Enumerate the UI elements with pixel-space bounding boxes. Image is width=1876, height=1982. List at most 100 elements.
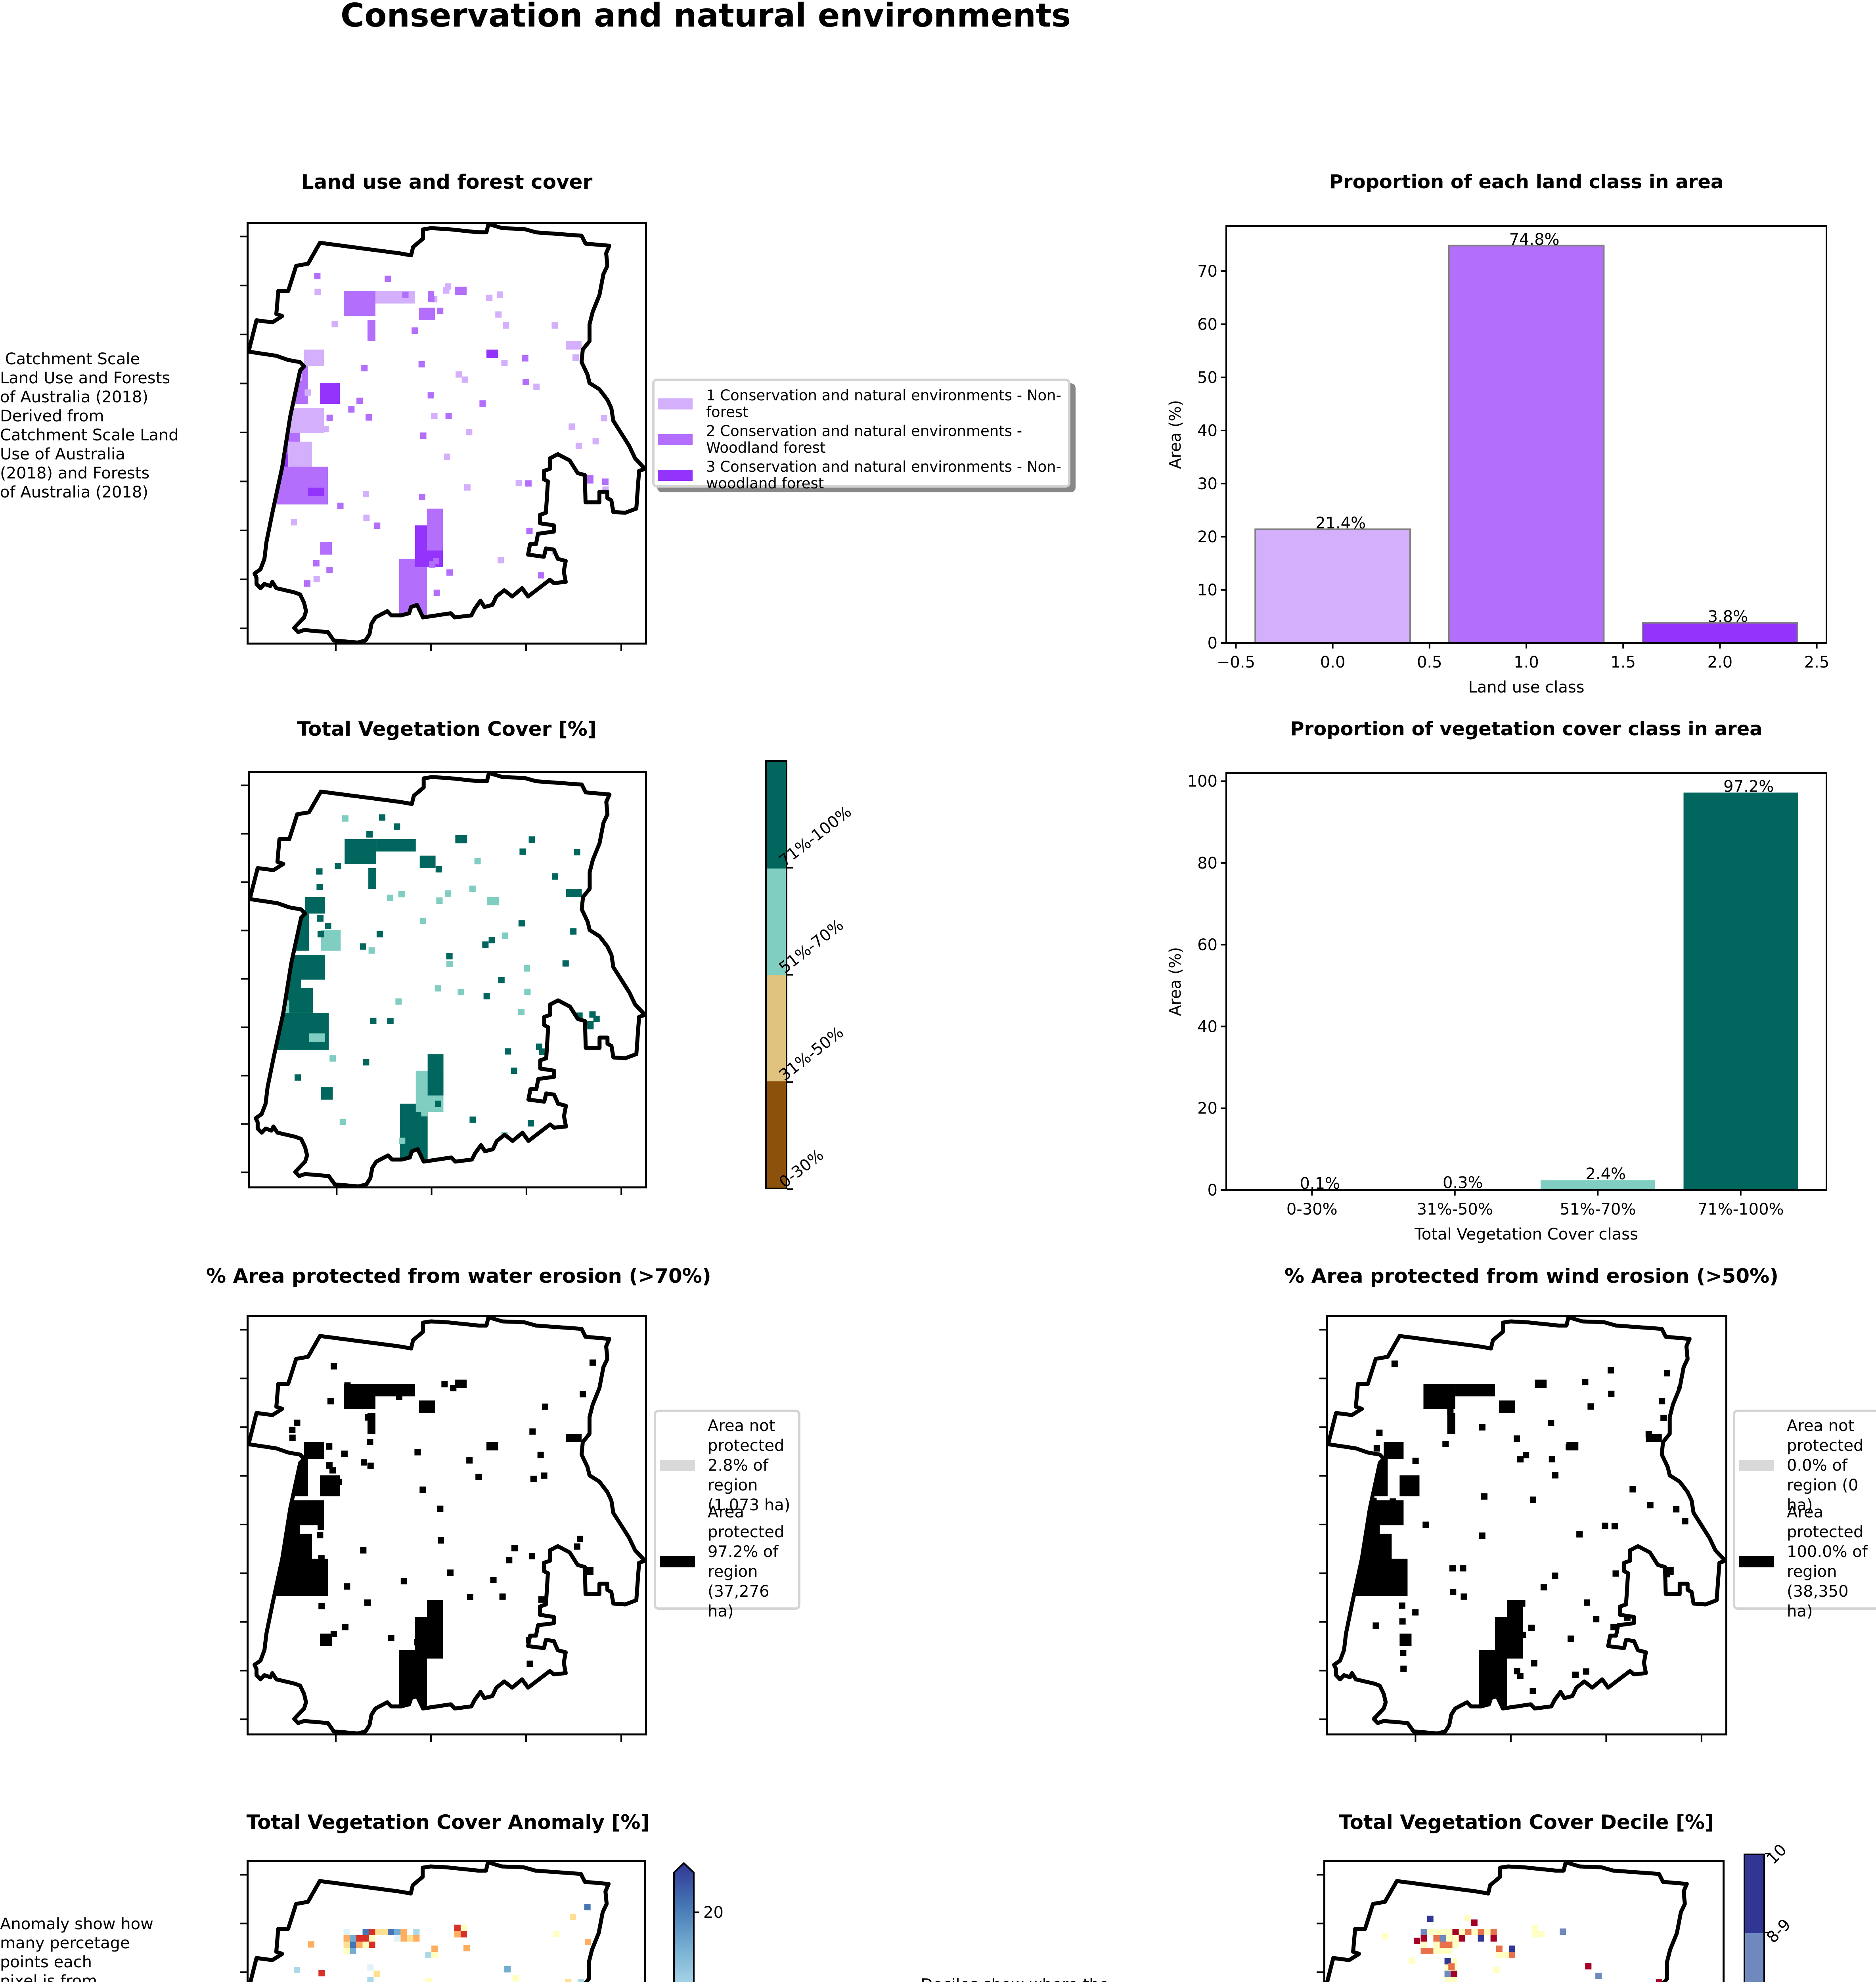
map-pixel xyxy=(291,519,297,526)
map-pixel xyxy=(316,884,323,890)
anomaly-side-text: Anomaly show how many percetage points e… xyxy=(0,1915,153,1982)
legend-swatch xyxy=(660,1460,695,1471)
map-patch xyxy=(1658,1646,1674,1655)
map-pixel xyxy=(290,1019,297,1026)
map-pixel xyxy=(363,515,370,521)
map-pixel xyxy=(1478,1935,1484,1942)
map-patch xyxy=(486,1442,498,1450)
map-patch xyxy=(1384,1442,1404,1459)
map-pixel xyxy=(388,1635,394,1641)
map-pixel xyxy=(1530,1496,1536,1503)
map-patch xyxy=(419,308,435,320)
map-pixel xyxy=(429,561,436,568)
region-boundary xyxy=(1326,1315,1727,1735)
colorbar-segment xyxy=(767,975,786,1081)
map-patch xyxy=(427,1054,444,1096)
map-pixel xyxy=(425,1952,432,1958)
map-pixel xyxy=(356,398,363,404)
map-pixel xyxy=(504,1966,511,1972)
map-pixel xyxy=(419,917,426,924)
map-pixel xyxy=(367,855,373,861)
map-pixel xyxy=(1479,1424,1485,1431)
map-pixel xyxy=(342,815,349,822)
map-patch xyxy=(309,1033,325,1042)
map-pixel xyxy=(574,849,580,855)
map-pixel xyxy=(1459,1929,1465,1935)
map-pixel xyxy=(1444,1971,1451,1977)
map-pixel xyxy=(1576,1531,1583,1538)
map-pixel xyxy=(413,1935,420,1942)
map-pixel xyxy=(1548,1420,1554,1426)
map-pixel xyxy=(1433,1948,1440,1954)
map-pixel xyxy=(1446,1929,1453,1935)
map-pixel xyxy=(318,1571,325,1577)
map-pixel xyxy=(538,1596,545,1603)
map-patch xyxy=(1368,1534,1392,1559)
legend-swatch xyxy=(658,470,693,481)
landuse-map-canvas xyxy=(240,222,647,651)
map-pixel xyxy=(1517,1456,1524,1463)
map-pixel xyxy=(326,567,333,574)
chart-title: Proportion of vegetation cover class in … xyxy=(1290,718,1762,740)
y-tick-label: 80 xyxy=(1197,854,1217,872)
map-pixel xyxy=(454,1931,461,1938)
map-pixel xyxy=(1471,1929,1478,1935)
colorbar-segment xyxy=(767,1081,786,1188)
map-pixel xyxy=(313,576,320,583)
map-pixel xyxy=(450,1385,457,1391)
map-pixel xyxy=(1593,1616,1600,1622)
map-pixel xyxy=(360,943,366,950)
map-pixel xyxy=(501,360,508,366)
map-pixel xyxy=(1496,1952,1503,1958)
map-pixel xyxy=(1373,1445,1380,1452)
water-map-canvas xyxy=(240,1315,647,1742)
map-pixel xyxy=(556,1628,563,1634)
map-pixel xyxy=(512,1975,519,1982)
map-pixel xyxy=(362,1935,369,1942)
map-pixel xyxy=(376,931,383,937)
map-pixel xyxy=(1629,1486,1636,1493)
map-pixel xyxy=(592,438,599,445)
map-pixel xyxy=(367,1977,374,1982)
y-tick-label: 100 xyxy=(1187,773,1217,791)
map-pixel xyxy=(419,494,425,500)
map-pixel xyxy=(1566,1443,1572,1450)
map-pixel xyxy=(1484,1929,1491,1935)
map-pixel xyxy=(580,1391,586,1398)
map-pixel xyxy=(289,1427,296,1433)
map-pixel xyxy=(400,1578,407,1584)
y-tick-label: 0 xyxy=(1208,1181,1217,1200)
map-pixel xyxy=(1446,1935,1453,1942)
map-pixel xyxy=(317,1508,324,1514)
map-patch xyxy=(320,383,340,404)
region-boundary xyxy=(1325,1860,1689,1982)
map-pixel xyxy=(1444,1977,1451,1982)
map-pixel xyxy=(595,576,602,583)
map-pixel xyxy=(537,1452,544,1458)
legend-swatch xyxy=(1739,1556,1774,1567)
map-pixel xyxy=(589,1011,596,1018)
map-pixel xyxy=(350,1935,356,1942)
x-tick-label: 31%-50% xyxy=(1417,1200,1493,1219)
map-pixel xyxy=(461,376,468,383)
map-patch xyxy=(455,1379,467,1388)
map-pixel xyxy=(551,873,558,880)
legend-swatch xyxy=(658,398,693,409)
map-pixel xyxy=(1447,1408,1454,1415)
map-pixel xyxy=(1528,1624,1535,1631)
map-pixel xyxy=(1442,1441,1449,1447)
map-pixel xyxy=(437,1506,444,1512)
map-pixel xyxy=(1520,1632,1526,1638)
legend-label: 3 Conservation and natural environments … xyxy=(706,458,1061,492)
map-pixel xyxy=(396,1394,402,1400)
map-pixel xyxy=(1408,1957,1415,1964)
map-pixel xyxy=(317,915,324,922)
map-pixel xyxy=(1611,1523,1618,1530)
map-pixel xyxy=(314,289,321,295)
map-pixel xyxy=(1490,1929,1497,1935)
map-pixel xyxy=(1612,1570,1619,1577)
map-pixel xyxy=(469,886,476,892)
map-pixel xyxy=(1450,1589,1457,1596)
map-pixel xyxy=(569,423,575,430)
legend-item: Area protected 100.0% of region (38,350 … xyxy=(1739,1502,1868,1621)
